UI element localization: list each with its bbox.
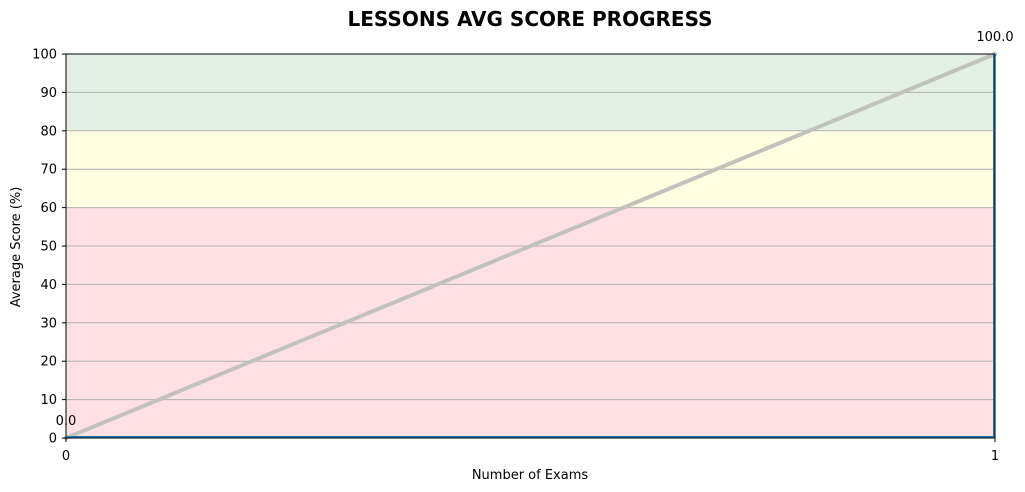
- y-tick-label-2: 20: [40, 355, 57, 370]
- data-label-0: 0.0: [56, 414, 77, 429]
- y-tick-label-8: 80: [40, 124, 57, 139]
- y-axis-ticks: 0 10 20 30 40 50 60 70 80 90 100: [32, 48, 66, 447]
- y-axis-label: Average Score (%): [9, 187, 24, 308]
- y-tick-label-5: 50: [40, 240, 57, 255]
- y-tick-label-10: 100: [32, 48, 57, 63]
- y-tick-label-3: 30: [40, 316, 57, 331]
- y-tick-label-1: 10: [40, 393, 57, 408]
- axes: [65, 53, 996, 439]
- y-tick-label-4: 40: [40, 278, 57, 293]
- y-tick-label-0: 0: [49, 432, 57, 447]
- data-labels: 0.0 100.0: [56, 30, 1014, 429]
- y-tick-label-7: 70: [40, 163, 57, 178]
- gridlines: [66, 53, 995, 439]
- x-tick-label-1: 1: [991, 449, 999, 464]
- data-label-1: 100.0: [976, 30, 1013, 45]
- series-line-0: [64, 52, 997, 440]
- x-tick-label-0: 0: [62, 449, 70, 464]
- x-axis-label: Number of Exams: [472, 468, 589, 483]
- y-tick-label-9: 90: [40, 86, 57, 101]
- chart-title: LESSONS AVG SCORE PROGRESS: [348, 7, 713, 31]
- y-tick-label-6: 60: [40, 201, 57, 216]
